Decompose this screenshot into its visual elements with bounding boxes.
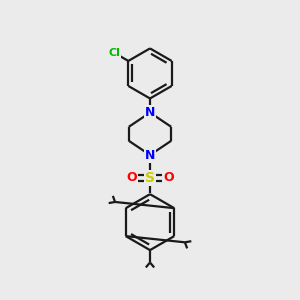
Text: N: N: [145, 148, 155, 161]
Text: Cl: Cl: [108, 48, 120, 58]
Text: S: S: [145, 171, 155, 185]
Text: O: O: [163, 172, 174, 184]
Text: N: N: [145, 106, 155, 119]
Text: O: O: [126, 172, 137, 184]
